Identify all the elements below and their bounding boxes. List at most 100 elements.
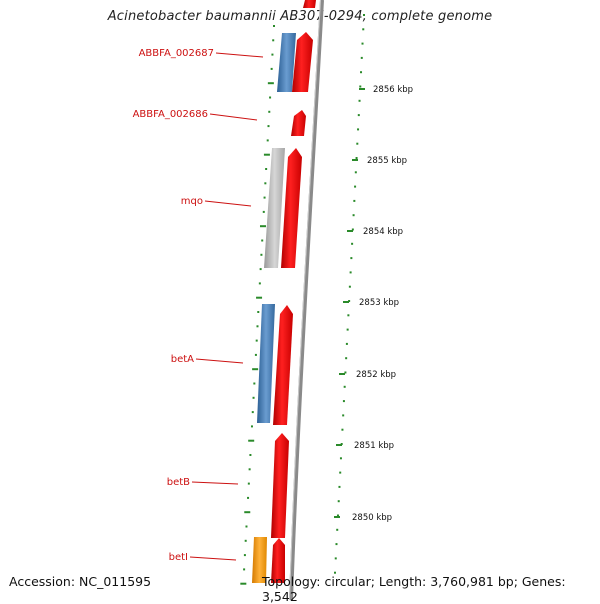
right-tick [346,328,349,331]
left-tick [254,353,257,356]
left-tick [270,67,273,70]
left-tick [247,482,250,485]
genome-backbone-highlight [289,0,321,600]
left-tick [267,82,274,85]
leader-line [189,556,237,561]
cds-grey-mqo[interactable] [264,148,285,268]
scale-label-2853: 2853 kbp [359,298,399,308]
left-tick [247,496,250,499]
right-tick [360,56,363,59]
scale-label-2850: 2850 kbp [352,513,392,523]
right-tick [341,428,344,431]
right-tick [347,314,350,317]
right-tick [357,128,360,131]
left-tick [263,196,266,199]
right-tick [351,242,354,245]
left-tick [250,425,253,428]
leader-line [209,113,258,121]
scale-label-2854: 2854 kbp [363,227,403,237]
scale-label-2852: 2852 kbp [356,370,396,380]
right-tick [354,185,357,188]
right-tick [335,543,338,546]
cds-reverse-betA[interactable] [257,304,275,423]
cds-forward-betI[interactable] [271,538,285,583]
cds-forward-ABBFA_002687[interactable] [292,32,313,92]
genome-title: Acinetobacter baumannii AB307-0294, comp… [107,9,493,24]
right-tick [342,400,345,403]
right-major-tick [339,373,345,375]
left-tick [263,153,270,156]
gene-label-betI[interactable]: betI [169,552,188,563]
left-tick [262,210,265,213]
right-major-tick [336,444,342,446]
left-tick [252,368,259,371]
left-tick [256,296,263,299]
left-tick [240,582,247,585]
left-tick [248,439,255,442]
gene-label-betB[interactable]: betB [167,477,190,488]
right-tick [359,85,362,88]
left-tick [261,239,264,242]
leader-line [195,358,244,364]
right-tick [339,471,342,474]
right-tick [336,514,339,517]
right-tick [343,385,346,388]
left-tick [259,225,266,228]
leader-line [204,200,252,207]
cds-forward-1[interactable] [303,0,316,8]
left-tick [271,53,274,56]
view-band-left [243,19,274,586]
gene-label-mqo[interactable]: mqo [181,196,203,207]
left-tick [269,96,272,99]
right-tick [345,342,348,345]
gene-label-ABBFA_002687[interactable]: ABBFA_002687 [139,48,214,59]
right-major-tick [352,159,358,161]
cds-forward-mqo[interactable] [281,148,302,268]
scale-label-2856: 2856 kbp [373,85,413,95]
right-tick [360,71,363,74]
cds-forward-betA[interactable] [273,305,293,425]
right-tick [352,214,355,217]
left-tick [257,311,260,313]
cds-forward-betB[interactable] [271,433,289,538]
cds-forward-ABBFA_002686[interactable] [291,110,306,136]
right-tick [348,285,351,288]
right-tick [345,357,348,360]
right-tick [351,228,354,231]
right-tick [342,414,345,417]
scale-label-2855: 2855 kbp [367,156,407,166]
right-tick [333,571,336,574]
right-tick [350,257,353,260]
right-major-tick [334,516,340,518]
left-tick [272,39,275,42]
right-tick [353,199,356,202]
leader-line [191,481,239,485]
left-tick [273,25,275,27]
gene-label-betA[interactable]: betA [171,354,194,365]
right-tick [336,528,339,531]
right-tick [355,157,358,159]
right-tick [358,99,361,102]
gene-label-ABBFA_002686[interactable]: ABBFA_002686 [133,109,208,120]
left-tick [244,511,251,514]
left-tick [252,396,255,399]
right-tick [339,457,342,460]
right-tick [361,42,364,45]
left-tick [267,125,270,128]
cds-reverse-ABBFA_002687[interactable] [277,33,296,92]
right-tick [334,557,337,560]
right-tick [337,500,340,503]
left-tick [260,253,263,256]
scale-label-2851: 2851 kbp [354,441,394,451]
left-tick [264,182,267,185]
left-tick [243,568,246,571]
right-tick [357,114,360,117]
right-major-tick [343,301,349,303]
right-tick [354,171,357,174]
accession-text: Accession: NC_011595 [9,574,152,589]
cds-orange-betI[interactable] [252,537,267,583]
left-tick [259,268,262,271]
right-tick [356,142,359,145]
right-tick [344,371,347,374]
